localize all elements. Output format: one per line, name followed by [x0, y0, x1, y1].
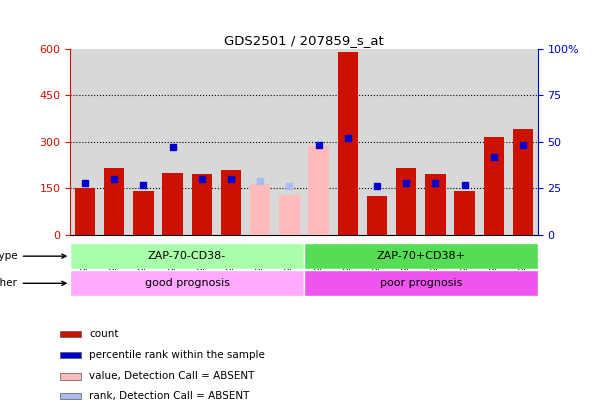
Bar	[304, 243, 538, 269]
Title: GDS2501 / 207859_s_at: GDS2501 / 207859_s_at	[224, 34, 384, 47]
Bar	[250, 184, 271, 235]
Bar	[60, 373, 81, 379]
Text: cell type: cell type	[0, 251, 66, 261]
Text: value, Detection Call = ABSENT: value, Detection Call = ABSENT	[89, 371, 255, 382]
Bar	[450, 49, 479, 235]
Bar	[333, 49, 362, 235]
Bar	[191, 175, 212, 235]
Bar	[133, 192, 153, 235]
Bar	[425, 175, 445, 235]
Text: count: count	[89, 329, 119, 339]
Text: good prognosis: good prognosis	[145, 278, 230, 288]
Bar	[158, 49, 187, 235]
Bar	[100, 49, 129, 235]
Bar	[60, 330, 81, 337]
Text: rank, Detection Call = ABSENT: rank, Detection Call = ABSENT	[89, 391, 249, 401]
Bar	[513, 129, 533, 235]
Bar	[337, 52, 358, 235]
Bar	[70, 243, 304, 269]
Bar	[309, 147, 329, 235]
Bar	[362, 49, 392, 235]
Bar	[367, 196, 387, 235]
Bar	[60, 393, 81, 399]
Bar	[187, 49, 216, 235]
Text: ZAP-70+CD38+: ZAP-70+CD38+	[376, 251, 466, 261]
Bar	[221, 170, 241, 235]
Bar	[279, 194, 299, 235]
Text: ZAP-70-CD38-: ZAP-70-CD38-	[148, 251, 226, 261]
Bar	[455, 192, 475, 235]
Bar	[104, 168, 124, 235]
Bar	[484, 137, 504, 235]
Bar	[508, 49, 538, 235]
Bar	[70, 270, 304, 296]
Bar	[129, 49, 158, 235]
Text: percentile rank within the sample: percentile rank within the sample	[89, 350, 265, 360]
Bar	[396, 168, 417, 235]
Bar	[304, 270, 538, 296]
Text: other: other	[0, 278, 66, 288]
Bar	[246, 49, 275, 235]
Bar	[304, 49, 333, 235]
Bar	[275, 49, 304, 235]
Bar	[216, 49, 246, 235]
Bar	[163, 173, 183, 235]
Bar	[70, 49, 100, 235]
Text: poor prognosis: poor prognosis	[379, 278, 462, 288]
Bar	[421, 49, 450, 235]
Bar	[60, 352, 81, 358]
Bar	[392, 49, 421, 235]
Bar	[75, 188, 95, 235]
Bar	[479, 49, 508, 235]
